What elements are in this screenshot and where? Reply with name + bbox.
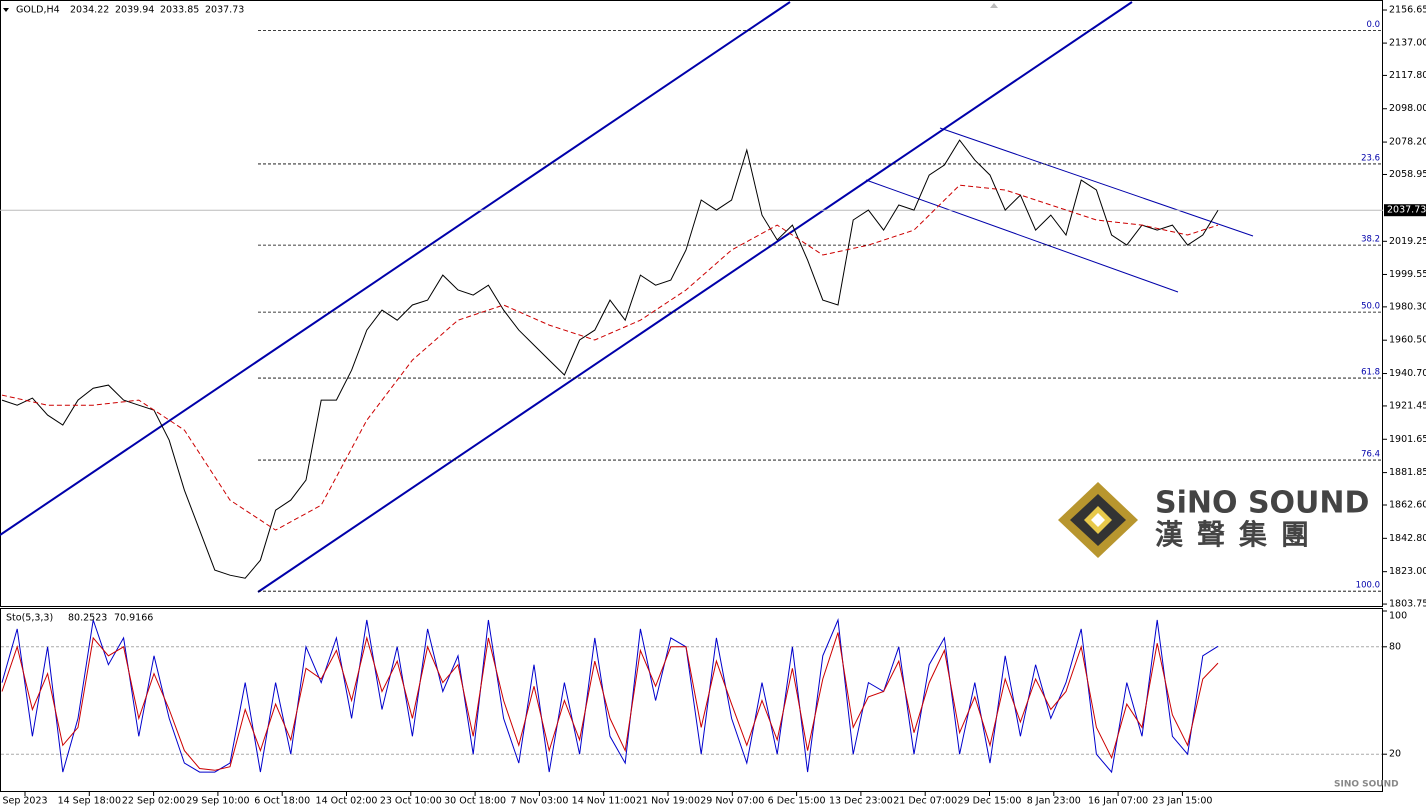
fib-label: 23.6 — [1361, 153, 1380, 163]
x-tick-label: 7 Nov 03:00 — [510, 796, 568, 807]
stoch-panel — [0, 608, 1383, 792]
fib-label: 50.0 — [1361, 302, 1380, 312]
x-tick-label: 14 Sep 18:00 — [58, 796, 121, 807]
x-tick-label: 13 Dec 23:00 — [829, 796, 893, 807]
y-tick-label: 2098.00 — [1389, 103, 1426, 114]
ohlc-value: 2033.85 — [160, 5, 199, 16]
x-tick-label: 21 Nov 19:00 — [636, 796, 700, 807]
y-tick-label: 1999.55 — [1389, 269, 1426, 280]
channel-upper — [0, 1, 791, 536]
x-tick-label: 22 Sep 02:00 — [122, 796, 185, 807]
x-tick-label: Sep 2023 — [2, 796, 47, 807]
watermark-chinese: 漢聲集團 — [1155, 518, 1323, 551]
stoch-value: 80.2523 — [68, 613, 107, 624]
channel-lower — [257, 1, 1133, 593]
logo — [1058, 482, 1138, 558]
y-tick-label: 1803.75 — [1389, 599, 1426, 610]
stoch-title: Sto(5,3,3) — [6, 613, 53, 624]
y-tick-label: 20 — [1389, 749, 1401, 760]
down-channel-upper — [939, 127, 1254, 237]
x-tick-label: 8 Jan 23:00 — [1027, 796, 1081, 807]
fib-label: 76.4 — [1361, 450, 1380, 460]
ohlc-value: 2034.22 — [70, 5, 109, 16]
x-tick-label: 6 Dec 15:00 — [768, 796, 826, 807]
y-tick-label: 1881.85 — [1389, 467, 1426, 478]
series-line — [1, 632, 1219, 771]
marker — [990, 3, 998, 8]
series-line — [1, 139, 1219, 579]
fib-label: 0.0 — [1366, 20, 1380, 30]
ohlc-value: 2039.94 — [115, 5, 154, 16]
main-panel — [0, 0, 1383, 607]
watermark-corner: SINO SOUND — [1334, 780, 1399, 790]
x-tick-label: 14 Nov 11:00 — [572, 796, 636, 807]
drawings — [0, 1, 1254, 593]
y-tick-label: 1980.30 — [1389, 301, 1426, 312]
x-tick-label: 23 Jan 15:00 — [1152, 796, 1212, 807]
x-tick-label: 30 Oct 18:00 — [444, 796, 506, 807]
y-tick-label: 1823.00 — [1389, 566, 1426, 577]
symbol-title: GOLD,H4 — [16, 5, 60, 16]
current-price-label: 2037.73 — [1387, 205, 1426, 216]
fib-label: 38.2 — [1361, 235, 1380, 245]
x-tick-label: 23 Oct 10:00 — [380, 796, 442, 807]
y-tick-label: 1901.65 — [1389, 434, 1426, 445]
y-tick-label: 80 — [1389, 641, 1401, 652]
fib-label: 100.0 — [1356, 581, 1380, 591]
y-tick-label: 2058.95 — [1389, 169, 1426, 180]
y-tick-label: 2117.80 — [1389, 70, 1426, 81]
y-tick-label: 2019.25 — [1389, 236, 1426, 247]
y-tick-label: 100 — [1389, 611, 1407, 622]
y-tick-label: 1940.70 — [1389, 368, 1426, 379]
ohlc-value: 2037.73 — [205, 5, 244, 16]
y-tick-label: 2137.00 — [1389, 38, 1426, 49]
y-tick-label: 1842.80 — [1389, 533, 1426, 544]
menu-arrow — [3, 8, 9, 12]
y-tick-label: 1862.60 — [1389, 500, 1426, 511]
y-tick-label: 1960.50 — [1389, 335, 1426, 346]
y-tick-label: 2156.65 — [1389, 5, 1426, 16]
x-tick-label: 14 Oct 02:00 — [316, 796, 378, 807]
fib-label: 61.8 — [1361, 368, 1380, 378]
x-tick-label: 29 Dec 15:00 — [958, 796, 1022, 807]
series-line — [1, 618, 1219, 774]
y-tick-label: 2078.20 — [1389, 137, 1426, 148]
stoch-value: 70.9166 — [114, 613, 153, 624]
x-tick-label: 16 Jan 07:00 — [1088, 796, 1148, 807]
y-tick-label: 1921.45 — [1389, 400, 1426, 411]
watermark-brand: SiNO SOUND — [1155, 486, 1369, 521]
x-tick-label: 29 Nov 07:00 — [700, 796, 764, 807]
x-tick-label: 29 Sep 10:00 — [186, 796, 249, 807]
x-tick-label: 21 Dec 07:00 — [893, 796, 957, 807]
x-tick-label: 6 Oct 18:00 — [254, 796, 310, 807]
current-price-box — [1384, 204, 1426, 217]
series-line — [1, 184, 1219, 531]
down-channel-lower — [865, 179, 1179, 293]
